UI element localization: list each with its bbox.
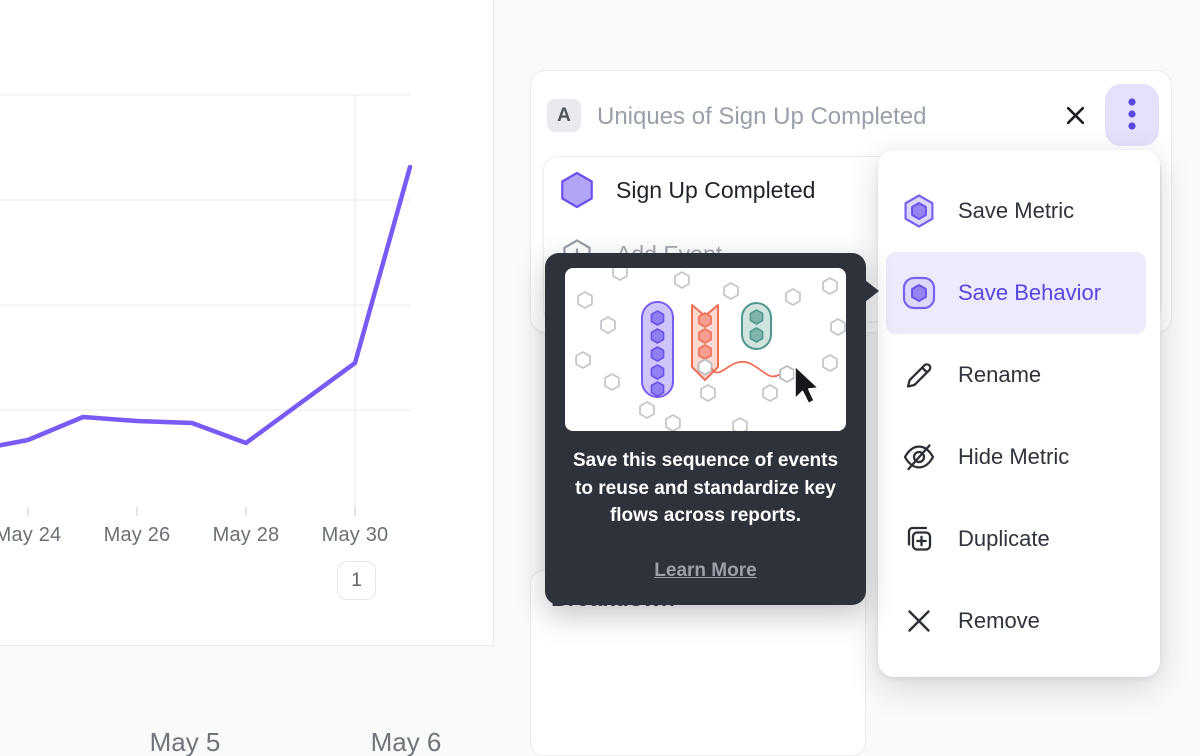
save-behavior-tooltip: Save this sequence of events to reuse an…	[545, 253, 879, 605]
menu-item-rename[interactable]: Rename	[878, 334, 1160, 416]
save-metric-icon	[904, 194, 934, 228]
menu-item-hide-metric[interactable]: Hide Metric	[878, 416, 1160, 498]
duplicate-icon	[907, 526, 932, 551]
pagination-page-1-button[interactable]: 1	[337, 561, 376, 600]
tooltip-text: Save this sequence of events to reuse an…	[572, 450, 839, 526]
metric-options-menu: Save Metric Save Behavior Rename Hide Me…	[878, 150, 1160, 677]
x-axis-label: May 28	[212, 524, 280, 546]
cursor-icon	[794, 365, 820, 405]
menu-item-label: Remove	[958, 608, 1040, 633]
menu-item-duplicate[interactable]: Duplicate	[878, 498, 1160, 580]
eye-off-icon	[903, 444, 935, 471]
event-label: Sign Up Completed	[616, 176, 816, 203]
event-hexagon-icon	[561, 171, 593, 209]
save-behavior-icon	[902, 276, 936, 310]
menu-item-label: Save Metric	[958, 198, 1075, 223]
learn-more-container: Learn More	[545, 560, 866, 582]
purple-hexagons	[650, 310, 665, 397]
tooltip-arrow	[865, 280, 879, 302]
close-metric-button[interactable]	[1059, 99, 1091, 131]
bottom-x-axis-label: May 6	[370, 727, 442, 756]
pencil-icon	[906, 363, 932, 388]
x-axis-label: May 24	[0, 524, 62, 546]
x-axis-label: May 26	[103, 524, 171, 546]
menu-item-save-behavior[interactable]: Save Behavior	[886, 252, 1146, 334]
remove-x-icon	[908, 610, 930, 632]
menu-item-label: Save Behavior	[958, 280, 1102, 305]
kebab-menu-icon	[1128, 98, 1136, 130]
sequence-illustration	[565, 268, 846, 431]
bottom-x-axis-label: May 5	[149, 727, 221, 756]
menu-item-save-metric[interactable]: Save Metric	[878, 170, 1160, 252]
x-axis-label: May 30	[321, 524, 389, 546]
close-icon	[1066, 106, 1084, 124]
learn-more-link[interactable]: Learn More	[654, 560, 757, 581]
uniques-line-chart[interactable]	[0, 0, 494, 646]
teal-group-pill	[741, 302, 772, 350]
menu-item-label: Hide Metric	[958, 444, 1070, 469]
scatter-hexagons	[575, 268, 846, 431]
menu-item-label: Rename	[958, 362, 1042, 387]
metric-title[interactable]: Uniques of Sign Up Completed	[597, 103, 927, 130]
drag-path	[711, 361, 780, 378]
line-chart-card: May 24 May 26 May 28 May 30 1	[0, 0, 494, 646]
uniques-line	[0, 164, 413, 448]
salmon-hexagons	[698, 312, 712, 360]
drop-target-hexagon	[779, 365, 795, 383]
event-row-sign-up-completed[interactable]: Sign Up Completed	[544, 157, 1160, 223]
menu-item-remove[interactable]: Remove	[878, 580, 1160, 662]
teal-hexagons	[749, 309, 764, 343]
metric-letter-badge: A	[547, 99, 581, 132]
dragged-hexagon	[697, 358, 713, 376]
more-options-button[interactable]	[1105, 84, 1159, 146]
panel-divider	[493, 0, 494, 646]
menu-item-label: Duplicate	[958, 526, 1050, 551]
